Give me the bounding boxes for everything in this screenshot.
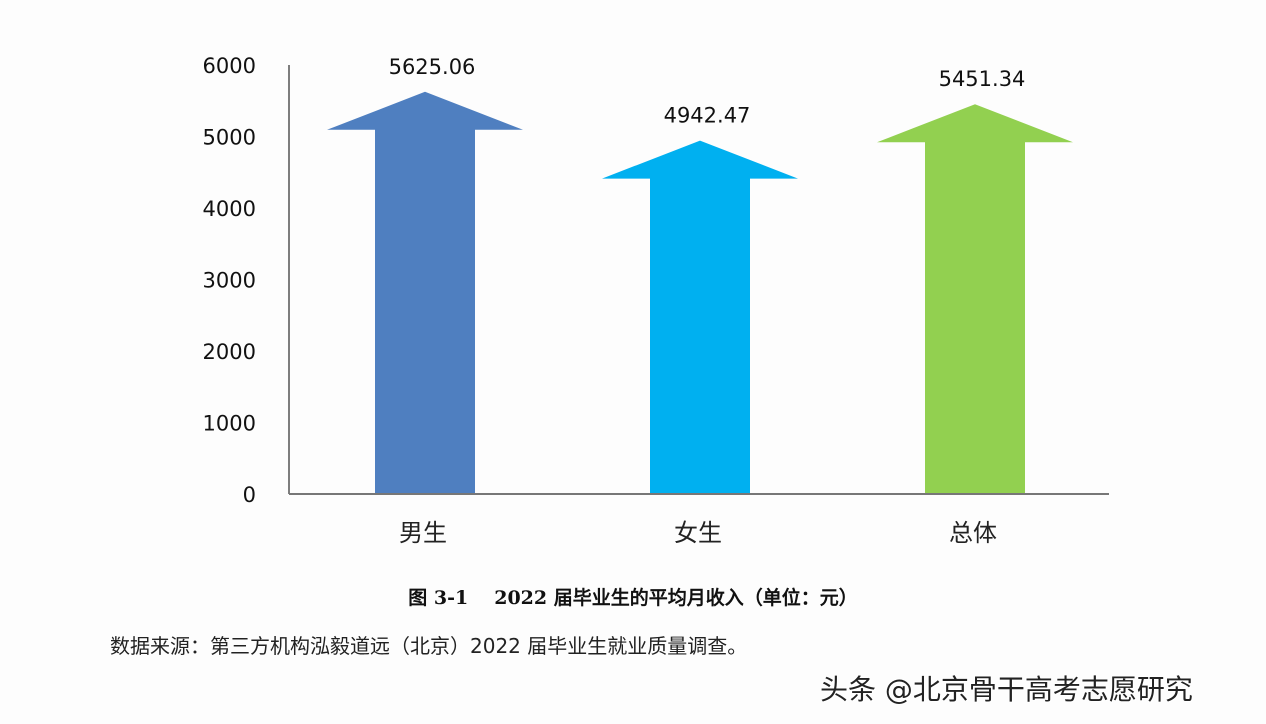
x-category-label: 男生: [399, 519, 447, 547]
y-tick-label: 5000: [203, 126, 256, 150]
figure-title: 2022 届毕业生的平均月收入（单位：元）: [494, 587, 858, 609]
arrow-bar-chart: 0 1000 2000 3000 4000 5000 6000 5625.06 4942.47…: [203, 54, 1109, 547]
x-category-label: 女生: [674, 519, 722, 547]
bar-arrow-2: [877, 104, 1073, 494]
y-tick-label: 4000: [203, 197, 256, 221]
data-source-note: 数据来源：第三方机构泓毅道远（北京）2022 届毕业生就业质量调查。: [110, 634, 748, 658]
y-tick-label: 6000: [203, 54, 256, 78]
y-tick-label: 1000: [203, 412, 256, 436]
data-label: 4942.47: [664, 104, 751, 128]
bars: 5625.06 4942.47 5451.34: [327, 55, 1073, 494]
y-tick-label: 3000: [203, 269, 256, 293]
y-tick-label: 2000: [203, 340, 256, 364]
figure-caption: 图 3-1 2022 届毕业生的平均月收入（单位：元）: [0, 583, 1266, 610]
y-tick-label: 0: [243, 483, 256, 507]
data-label: 5451.34: [939, 67, 1026, 91]
data-label: 5625.06: [389, 55, 476, 79]
bar-arrow-0: [327, 91, 523, 494]
x-category-label: 总体: [949, 519, 997, 547]
figure-number: 图 3-1: [408, 587, 469, 609]
y-axis-ticks: 0 1000 2000 3000 4000 5000 6000: [203, 54, 256, 507]
watermark: 头条 @北京骨干高考志愿研究: [820, 673, 1193, 706]
bar-arrow-1: [602, 140, 798, 494]
x-axis-categories: 男生 女生 总体: [399, 519, 997, 547]
